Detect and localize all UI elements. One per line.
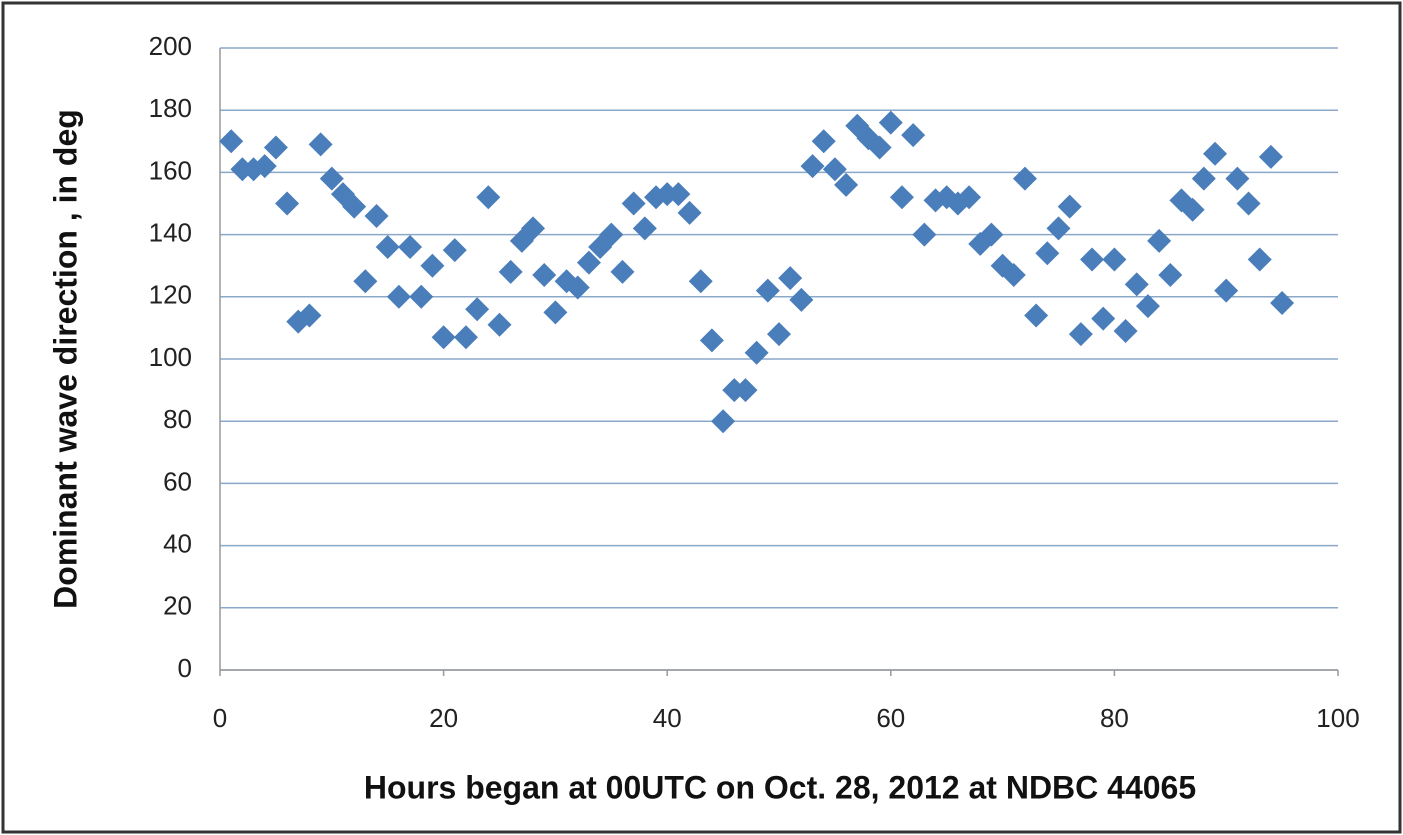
y-tick-label: 80 <box>163 404 192 434</box>
y-tick-label: 60 <box>163 466 192 496</box>
data-point <box>666 182 691 207</box>
data-point <box>1012 166 1037 191</box>
data-point <box>1247 247 1272 272</box>
x-tick-label: 40 <box>653 703 682 733</box>
data-point <box>1046 216 1071 241</box>
data-point <box>800 154 825 179</box>
x-tick-label: 20 <box>429 703 458 733</box>
x-tick-label: 60 <box>876 703 905 733</box>
y-tick-label: 180 <box>149 93 192 123</box>
data-point <box>699 328 724 353</box>
data-point <box>1091 306 1116 331</box>
data-point <box>431 325 456 350</box>
data-point <box>342 194 367 219</box>
data-point <box>1102 247 1127 272</box>
data-point <box>1001 263 1026 288</box>
y-axis-title: Dominant wave direction , in deg <box>47 109 83 609</box>
y-tick-label: 20 <box>163 591 192 621</box>
data-point <box>957 185 982 210</box>
data-point <box>409 284 434 309</box>
data-point <box>453 325 478 350</box>
data-point <box>565 275 590 300</box>
data-point <box>275 191 300 216</box>
data-point <box>521 216 546 241</box>
data-point <box>767 322 791 347</box>
data-point <box>1068 322 1093 347</box>
x-tick-label: 0 <box>213 703 227 733</box>
data-point <box>1113 319 1138 344</box>
data-point <box>979 222 1004 247</box>
data-point <box>498 259 523 284</box>
x-tick-label: 80 <box>1100 703 1129 733</box>
data-point <box>1057 194 1082 219</box>
y-tick-label: 140 <box>149 217 192 247</box>
data-point <box>241 157 266 182</box>
data-point <box>532 263 557 288</box>
data-point <box>901 123 926 148</box>
data-point <box>487 312 512 337</box>
data-point <box>420 253 445 278</box>
y-tick-label: 40 <box>163 528 192 558</box>
data-point <box>364 203 389 228</box>
y-tick-label: 160 <box>149 155 192 185</box>
y-tick-label: 200 <box>149 31 192 61</box>
data-point <box>867 135 892 160</box>
data-point <box>353 269 378 294</box>
data-point <box>688 269 713 294</box>
data-point <box>263 135 288 160</box>
data-point <box>442 238 467 263</box>
data-point <box>599 222 624 247</box>
y-tick-label: 100 <box>149 342 192 372</box>
data-point <box>386 284 411 309</box>
data-point <box>1124 272 1149 297</box>
data-point <box>576 250 601 275</box>
data-point <box>834 172 859 197</box>
data-point <box>621 191 646 216</box>
data-point <box>878 110 903 135</box>
data-point <box>677 200 702 225</box>
data-point <box>1236 191 1261 216</box>
data-point <box>1214 278 1239 303</box>
data-point <box>1035 241 1060 266</box>
data-point <box>1270 291 1295 316</box>
data-point <box>1135 294 1160 319</box>
data-point <box>219 129 244 154</box>
data-point <box>476 185 501 210</box>
data-point <box>889 185 914 210</box>
data-point <box>465 297 490 322</box>
data-point <box>1024 303 1049 328</box>
data-point <box>543 300 568 325</box>
data-point <box>398 235 423 260</box>
data-point <box>1225 166 1250 191</box>
data-point <box>733 378 758 403</box>
data-point <box>744 340 769 365</box>
data-point <box>912 222 937 247</box>
data-point <box>1158 263 1183 288</box>
y-tick-label: 120 <box>149 280 192 310</box>
data-point <box>1180 197 1205 222</box>
data-point <box>1203 141 1228 166</box>
data-point <box>252 154 277 179</box>
data-point <box>811 129 836 154</box>
data-point <box>319 166 344 191</box>
data-point <box>1191 166 1216 191</box>
x-axis-title: Hours began at 00UTC on Oct. 28, 2012 at… <box>364 769 1196 805</box>
data-point <box>610 259 635 284</box>
y-tick-label: 0 <box>178 653 192 683</box>
data-point <box>755 278 780 303</box>
data-point <box>1147 228 1172 253</box>
data-point <box>1080 247 1105 272</box>
data-point <box>1258 144 1283 169</box>
data-point <box>822 157 847 182</box>
data-point <box>632 216 657 241</box>
data-point <box>308 132 333 157</box>
data-point <box>778 266 803 291</box>
x-tick-label: 100 <box>1316 703 1359 733</box>
data-point <box>711 409 736 434</box>
data-point <box>297 303 322 328</box>
data-point <box>375 235 400 260</box>
data-point <box>789 287 814 312</box>
